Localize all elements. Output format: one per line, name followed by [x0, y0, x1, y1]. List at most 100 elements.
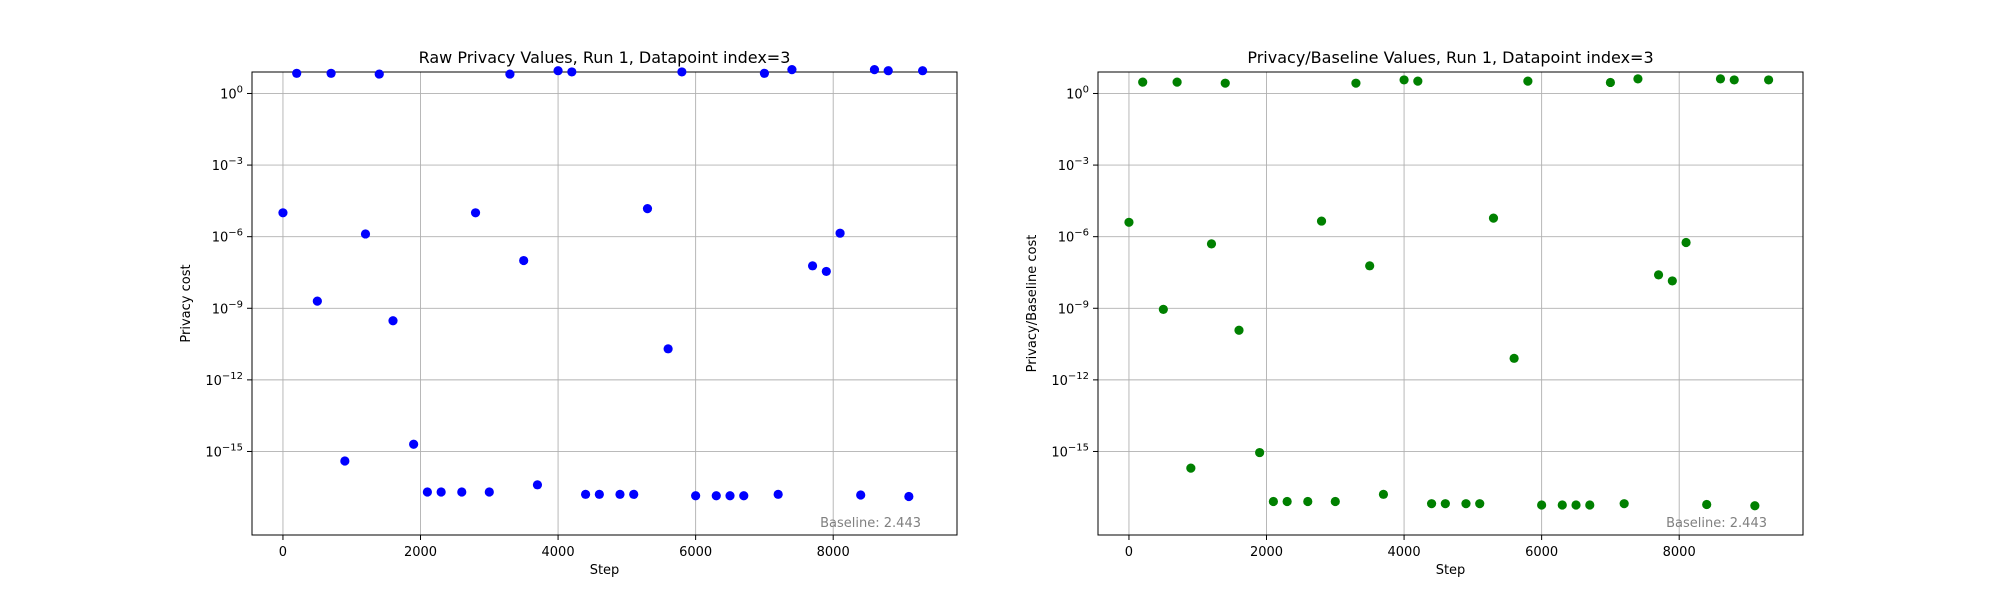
- data-point: [615, 489, 625, 499]
- data-point: [580, 489, 591, 499]
- data-point: [1124, 217, 1134, 227]
- data-point: [1537, 500, 1547, 510]
- data-point: [1158, 304, 1168, 314]
- data-point: [1750, 501, 1760, 511]
- x-tick-label: 6000: [679, 545, 712, 560]
- data-point: [711, 491, 721, 501]
- data-point: [856, 490, 866, 500]
- plot-title: Privacy/Baseline Values, Run 1, Datapoin…: [1247, 48, 1653, 67]
- data-point: [1378, 489, 1389, 499]
- y-tick-label: 10−3: [1058, 156, 1089, 174]
- data-point: [1365, 261, 1375, 271]
- x-tick-label: 2000: [404, 545, 437, 560]
- data-point: [1619, 499, 1629, 509]
- data-point: [436, 487, 446, 497]
- data-point: [1172, 77, 1182, 87]
- data-point: [1220, 78, 1230, 88]
- y-tick-label: 10−15: [205, 442, 243, 460]
- data-point: [759, 68, 770, 78]
- data-point: [519, 255, 529, 266]
- data-point: [1633, 74, 1643, 84]
- data-point: [1764, 75, 1774, 85]
- plot-frame: [1097, 71, 1804, 536]
- data-point: [773, 489, 783, 499]
- y-tick-label: 10−15: [1051, 442, 1089, 460]
- y-tick-label: 10−9: [1058, 299, 1089, 317]
- data-point: [918, 66, 928, 76]
- y-tick-label: 10−12: [1051, 371, 1089, 389]
- data-point: [642, 204, 653, 214]
- data-point: [663, 344, 673, 354]
- baseline-annotation: Baseline: 2.443: [1666, 516, 1767, 531]
- data-point: [1186, 463, 1196, 473]
- data-point: [1509, 353, 1519, 363]
- data-point: [1461, 499, 1471, 509]
- y-tick-label: 10−12: [205, 371, 243, 389]
- data-point: [340, 456, 350, 466]
- data-point: [807, 261, 818, 271]
- data-point: [787, 65, 797, 75]
- data-point: [821, 266, 831, 277]
- y-tick-label: 100: [1066, 84, 1089, 102]
- data-point: [532, 480, 543, 490]
- data-point: [553, 66, 563, 76]
- grid: [252, 72, 957, 535]
- data-point: [725, 491, 735, 501]
- data-point: [567, 67, 577, 77]
- data-point: [505, 69, 515, 79]
- data-point: [326, 68, 336, 78]
- data-point: [1282, 496, 1292, 507]
- y-tick-label: 10−6: [212, 228, 243, 246]
- data-point: [1206, 239, 1217, 249]
- data-point: [1330, 496, 1340, 507]
- data-point: [312, 296, 322, 306]
- raw-privacy-plot: Raw Privacy Values, Run 1, Datapoint ind…: [179, 48, 958, 578]
- data-point: [629, 489, 639, 499]
- x-axis-label: Step: [590, 563, 620, 578]
- y-tick-label: 10−6: [1058, 228, 1089, 246]
- data-point: [1715, 74, 1726, 84]
- data-point: [1585, 500, 1595, 510]
- y-axis-label: Privacy/Baseline cost: [1025, 235, 1040, 373]
- baseline-annotation: Baseline: 2.443: [820, 516, 921, 531]
- data-point: [1523, 76, 1533, 86]
- privacy-baseline-plot: Privacy/Baseline Values, Run 1, Datapoin…: [1025, 48, 1804, 578]
- data-point: [457, 487, 467, 497]
- grid: [1098, 72, 1803, 535]
- x-tick-label: 0: [279, 545, 287, 560]
- data-point: [883, 66, 893, 76]
- data-point: [278, 208, 288, 218]
- x-tick-label: 4000: [542, 545, 575, 560]
- data-point: [470, 208, 481, 218]
- data-point: [1268, 496, 1278, 507]
- y-tick-label: 10−9: [212, 299, 243, 317]
- y-tick-label: 10−3: [212, 156, 243, 174]
- data-point: [422, 487, 432, 497]
- data-point: [1605, 77, 1616, 88]
- data-point: [869, 65, 880, 75]
- data-point: [1255, 447, 1265, 458]
- data-point: [739, 491, 749, 501]
- data-point: [1303, 496, 1313, 507]
- data-point: [1488, 213, 1499, 223]
- data-point: [1653, 270, 1664, 280]
- x-tick-label: 6000: [1525, 545, 1558, 560]
- data-point: [1571, 500, 1581, 510]
- data-point: [1426, 499, 1437, 509]
- data-point: [691, 491, 701, 501]
- data-point: [1138, 77, 1148, 87]
- x-tick-label: 4000: [1388, 545, 1421, 560]
- data-point: [484, 487, 494, 497]
- data-point: [1316, 216, 1327, 226]
- data-point: [360, 229, 371, 239]
- x-tick-label: 8000: [1663, 545, 1696, 560]
- y-axis-label: Privacy cost: [179, 264, 194, 342]
- data-point: [1234, 325, 1244, 335]
- data-point: [374, 69, 384, 79]
- plot-title: Raw Privacy Values, Run 1, Datapoint ind…: [419, 48, 791, 67]
- data-point: [1729, 75, 1739, 85]
- data-point: [1557, 500, 1567, 510]
- x-tick-label: 0: [1125, 545, 1133, 560]
